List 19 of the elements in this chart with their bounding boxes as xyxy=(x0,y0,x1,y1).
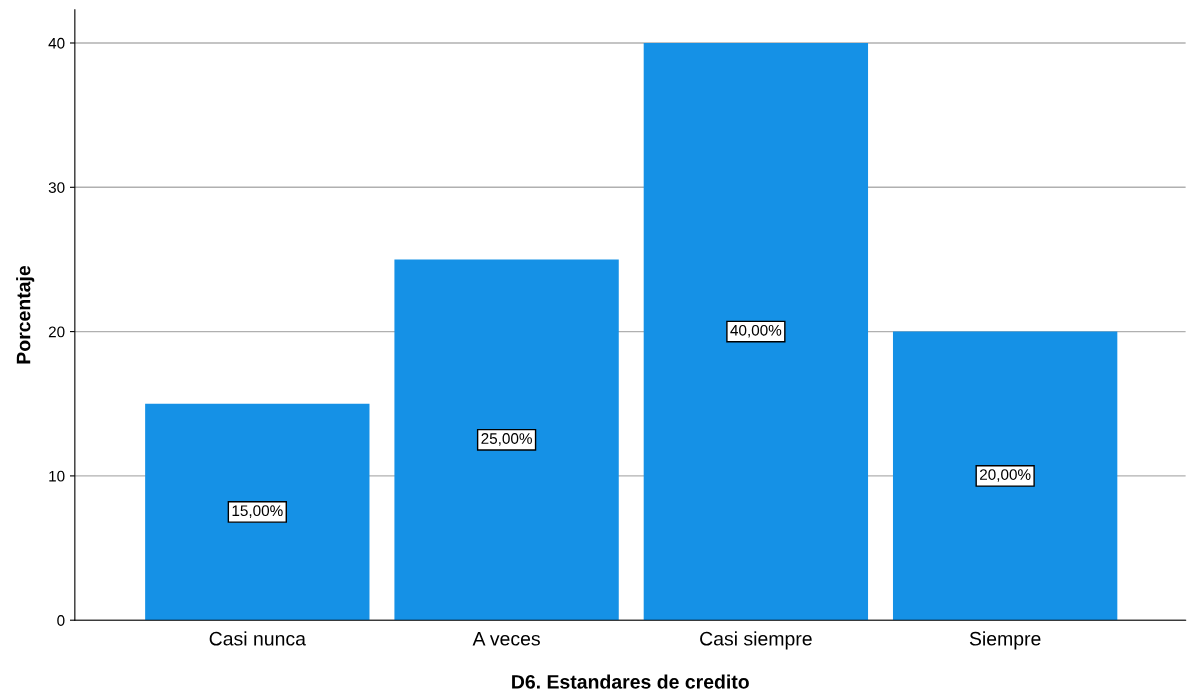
data-label: 40,00% xyxy=(730,324,782,338)
y-tick-label: 40 xyxy=(48,37,65,49)
data-label: 25,00% xyxy=(481,433,532,446)
bar xyxy=(643,42,869,621)
y-tick-label: 10 xyxy=(49,470,65,482)
y-axis-title: Porcentaje xyxy=(16,265,35,364)
x-axis-title: D6. Estandares de credito xyxy=(512,674,749,689)
bar xyxy=(394,259,619,621)
y-tick-label: 20 xyxy=(48,326,65,338)
bar xyxy=(145,403,370,621)
x-tick-label: A veces xyxy=(472,632,540,646)
y-tick-label: 0 xyxy=(57,615,65,626)
y-tick-label: 30 xyxy=(48,182,65,193)
x-tick-label: Casi nunca xyxy=(209,631,306,646)
data-label: 15,00% xyxy=(232,505,283,518)
bar xyxy=(892,331,1118,621)
x-tick-label: Siempre xyxy=(969,631,1041,650)
data-label: 20,00% xyxy=(980,469,1031,482)
x-tick-label: Casi siempre xyxy=(700,631,812,650)
